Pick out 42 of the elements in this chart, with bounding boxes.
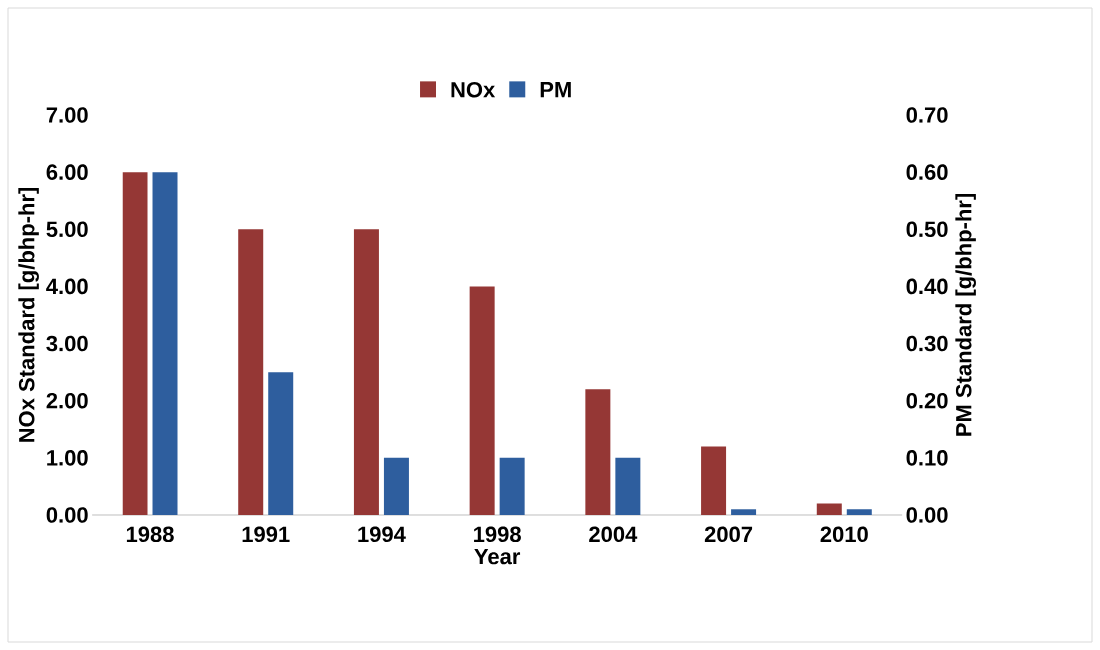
- y2-axis-title: PM Standard [g/bhp-hr]: [955, 194, 976, 436]
- y-tick-label: 7.00: [46, 107, 88, 123]
- legend-label: NOx: [451, 81, 496, 98]
- y-tick-label: 5.00: [46, 221, 88, 238]
- x-tick-label: 2004: [589, 526, 638, 543]
- bar: [122, 172, 148, 515]
- y-tick-label: 4.00: [46, 278, 88, 295]
- bar: [499, 457, 525, 515]
- bar: [816, 503, 842, 515]
- y-tick-label: 0.00: [46, 507, 88, 523]
- y2-tick-label: 0.40: [906, 278, 948, 295]
- y2-tick-label: 0.50: [906, 221, 948, 238]
- bar: [152, 172, 178, 515]
- bar: [353, 229, 379, 515]
- y-tick-label: 1.00: [47, 450, 88, 466]
- bar: [701, 446, 727, 515]
- legend-label: PM: [540, 82, 571, 98]
- bar: [238, 229, 264, 515]
- y-tick-label: 3.00: [46, 335, 88, 352]
- y2-tick-label: 0.60: [906, 164, 948, 180]
- y2-tick-label: 0.20: [906, 392, 948, 409]
- x-tick-label: 1991: [242, 526, 290, 543]
- bar: [469, 286, 495, 515]
- y-axis-title: NOx Standard [g/bhp-hr]: [18, 187, 39, 442]
- x-axis-title: Year: [474, 548, 521, 565]
- y2-tick-label: 0.70: [906, 107, 948, 123]
- bar: [585, 389, 611, 515]
- y-tick-label: 2.00: [46, 392, 88, 409]
- bar: [846, 509, 872, 515]
- x-tick-label: 2007: [704, 526, 753, 543]
- y-tick-label: 6.00: [46, 164, 88, 180]
- x-tick-label: 2010: [820, 526, 868, 543]
- bar: [615, 457, 641, 515]
- x-tick-label: 1988: [126, 526, 174, 543]
- bar: [731, 509, 757, 515]
- bar: [383, 457, 409, 515]
- bar: [268, 372, 294, 515]
- y2-tick-label: 0.10: [906, 450, 948, 466]
- y2-tick-label: 0.00: [906, 507, 948, 523]
- x-tick-label: 1994: [358, 526, 406, 543]
- y2-tick-label: 0.30: [906, 335, 948, 352]
- x-tick-label: 1998: [474, 526, 521, 543]
